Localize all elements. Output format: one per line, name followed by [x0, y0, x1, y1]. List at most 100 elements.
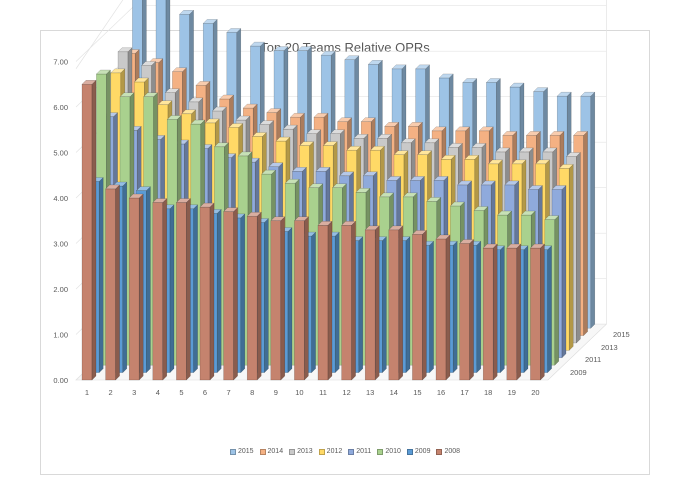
- bar-2015-3-top: [178, 10, 195, 15]
- bar-2014-14-top: [431, 126, 447, 132]
- bar-2008-20-top: [529, 243, 546, 249]
- bar-2010-10-top: [308, 183, 324, 188]
- bar-2008-6-front: [199, 206, 211, 381]
- bar-2014-12-top: [384, 122, 400, 127]
- bar-2012-17-top: [487, 159, 504, 165]
- bar-2013-9-top: [306, 129, 322, 134]
- bar-2015-20-side: [590, 91, 596, 329]
- bar-2011-8-top: [268, 162, 284, 167]
- x-tick-label: 6: [203, 388, 207, 397]
- bar-2013-15-top: [447, 143, 464, 148]
- bar-2012-20-side: [568, 163, 574, 352]
- legend-item-2015: 2015: [229, 448, 254, 455]
- bar-2013-14-top: [424, 138, 440, 144]
- bar-2008-20: [529, 243, 546, 381]
- bar-2008-14-side: [398, 225, 404, 381]
- bar-2014-15-top: [454, 126, 471, 132]
- bar-2008-10-front: [294, 220, 305, 381]
- bar-2013-8-top: [282, 124, 298, 130]
- bar-2009-10-side: [311, 231, 316, 374]
- bar-2014-9-top: [313, 112, 329, 118]
- legend-swatch: [406, 448, 413, 455]
- bar-2012-16-top: [464, 155, 480, 160]
- bar-2008-17-top: [458, 239, 475, 244]
- bar-2010-11-top: [331, 183, 348, 188]
- bar-2015-9-top: [320, 50, 336, 56]
- depth-tick-label: 2009: [570, 368, 587, 377]
- bar-2008-2: [104, 184, 121, 381]
- bar-2008-17-side: [469, 238, 474, 381]
- bar-2008-13-front: [364, 229, 376, 381]
- bar-2008-18: [482, 243, 498, 381]
- bar-2008-18-front: [482, 247, 494, 381]
- legend-swatch: [348, 448, 355, 455]
- bar-2011-15-top: [433, 176, 449, 181]
- bar-2008-9: [270, 216, 286, 381]
- bar-2012-5-top: [204, 118, 220, 124]
- bar-2011-17-top: [480, 180, 496, 186]
- bar-2012-8-top: [275, 136, 291, 142]
- x-tick-label: 20: [531, 388, 539, 397]
- bar-2008-12-top: [340, 221, 357, 226]
- legend-swatch: [318, 448, 325, 455]
- legend-swatch: [377, 448, 384, 455]
- bar-2011-19-top: [527, 185, 544, 190]
- bar-2008-20-front: [530, 247, 541, 381]
- legend-label: 2011: [356, 448, 372, 455]
- legend-swatch: [259, 448, 266, 455]
- x-tick-label: 10: [295, 388, 303, 397]
- bar-2008-10-top: [293, 216, 310, 221]
- bar-2010-9-top: [284, 178, 300, 184]
- bar-2015-6-top: [249, 41, 266, 47]
- bar-2008-3-side: [138, 193, 144, 381]
- depth-tick-label: 2015: [613, 330, 630, 339]
- bar-2014-18-top: [525, 131, 542, 136]
- y-tick-label: 6.00: [53, 103, 68, 112]
- x-tick-label: 4: [156, 388, 160, 397]
- bar-2014-16-top: [478, 126, 494, 132]
- bar-2014-11-top: [360, 117, 376, 122]
- bar-2008-7-top: [222, 207, 239, 212]
- bar-2008-1-side: [91, 79, 97, 381]
- bar-2008-10: [293, 216, 310, 381]
- bar-2010-20-top: [544, 215, 560, 220]
- bar-2008-9-front: [270, 220, 282, 381]
- bar-2008-15-front: [412, 234, 423, 381]
- bar-2008-1-top: [81, 80, 97, 85]
- bar-2013-19-top: [542, 147, 558, 153]
- bar-2015-19-top: [556, 91, 572, 97]
- legend-item-2010: 2010: [377, 448, 401, 455]
- x-tick-label: 17: [460, 388, 468, 397]
- bar-2012-14-top: [416, 150, 433, 155]
- bar-2010-18-top: [496, 210, 513, 216]
- y-tick-label: 0.00: [53, 376, 68, 385]
- bar-2009-9-side: [287, 226, 293, 374]
- bar-2008-1-front: [81, 84, 93, 381]
- x-tick-label: 11: [319, 388, 327, 397]
- y-tick-label: 2.00: [53, 285, 68, 294]
- bar-2012-6-top: [228, 123, 244, 128]
- depth-tick-label: 2011: [585, 355, 601, 364]
- bar-2013-12-top: [376, 134, 393, 139]
- bar-2013-4-top: [188, 97, 204, 103]
- bar-2015-7-top: [273, 46, 289, 51]
- bar-2015-13-top: [414, 64, 431, 70]
- legend-swatch: [289, 448, 296, 455]
- bar-2008-19-front: [506, 247, 518, 381]
- bar-2012-13-top: [393, 150, 409, 155]
- bar-2013-1-top: [117, 47, 133, 53]
- bar-2012-4-top: [180, 109, 197, 115]
- bar-2009-18-side: [500, 245, 505, 374]
- bar-2008-10-side: [304, 216, 309, 381]
- bar-2008-12: [340, 220, 357, 381]
- bar-2014-20-side: [583, 130, 588, 337]
- bar-2008-5-side: [186, 197, 191, 381]
- bar-2013-3-top: [164, 88, 180, 93]
- bar-2010-16-top: [449, 201, 466, 207]
- bar-2008-16: [435, 234, 451, 381]
- bar-2009-17-side: [476, 240, 482, 374]
- bar-2008-15-top: [411, 230, 428, 235]
- bar-2008-9-side: [280, 216, 286, 381]
- bar-2014-10-top: [336, 117, 353, 122]
- bar-2008-6-side: [209, 202, 215, 381]
